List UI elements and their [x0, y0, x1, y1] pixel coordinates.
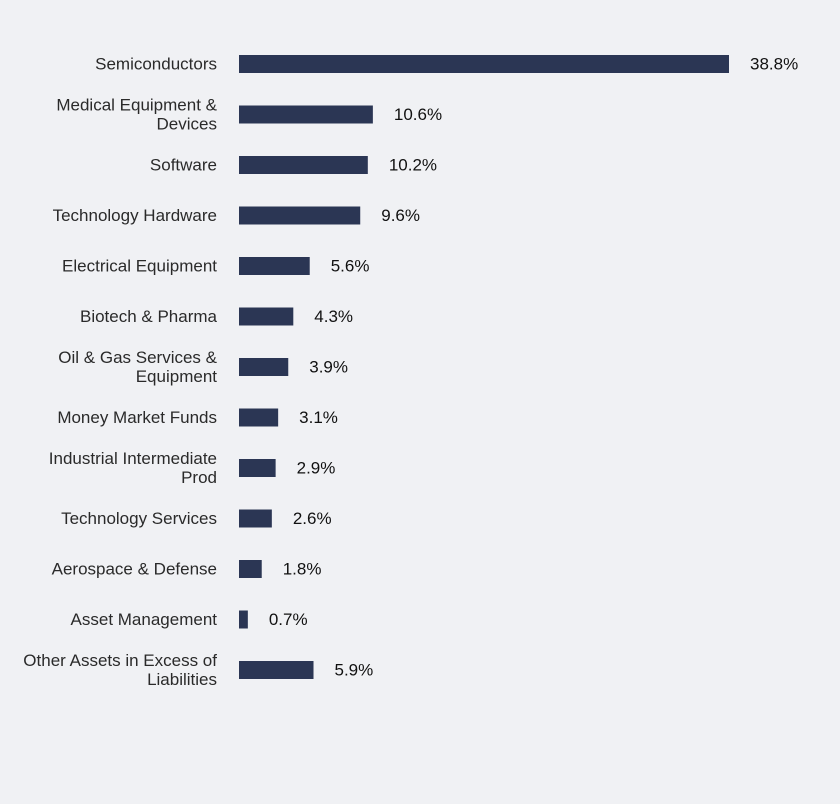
category-label: Biotech & Pharma: [80, 307, 218, 326]
category-label: Technology Services: [61, 509, 217, 528]
category-label-line: Prod: [181, 468, 217, 487]
value-label: 4.3%: [314, 307, 353, 326]
category-label: Software: [150, 156, 217, 175]
bar: [239, 509, 272, 528]
bar: [239, 610, 248, 629]
value-labels: 38.8% 10.6% 10.2% 9.6% 5.6% 4.3% 3.9% 3.1% 2.9% 2…: [269, 55, 798, 680]
value-label: 3.9%: [309, 358, 348, 377]
category-label-line: Electrical Equipment: [62, 257, 217, 276]
value-label: 1.8%: [283, 560, 322, 579]
bar: [239, 156, 368, 174]
category-label-line: Industrial Intermediate: [49, 449, 217, 468]
value-label: 0.7%: [269, 610, 308, 629]
category-label-line: Equipment: [136, 367, 218, 386]
category-label: Asset Management: [71, 610, 218, 629]
category-label: Other Assets in Excess of Liabilities: [23, 651, 217, 689]
value-label: 38.8%: [750, 55, 798, 74]
bar: [239, 257, 310, 275]
category-label: Money Market Funds: [57, 408, 217, 427]
bar: [239, 560, 262, 578]
category-label: Medical Equipment & Devices: [56, 96, 217, 134]
category-label-line: Oil & Gas Services &: [58, 348, 217, 367]
value-label: 10.6%: [394, 105, 442, 124]
value-label: 5.6%: [331, 257, 370, 276]
category-label-line: Technology Hardware: [53, 206, 217, 225]
category-label: Industrial Intermediate Prod: [49, 449, 217, 487]
category-label-line: Aerospace & Defense: [52, 560, 217, 579]
value-label: 9.6%: [381, 206, 420, 225]
value-label: 10.2%: [389, 156, 437, 175]
category-label-line: Asset Management: [71, 610, 218, 629]
bar: [239, 661, 314, 679]
bars-layer: [239, 55, 729, 679]
bar: [239, 105, 373, 124]
category-label-line: Liabilities: [147, 670, 217, 689]
category-label-line: Devices: [157, 115, 217, 134]
bar: [239, 358, 289, 376]
category-label-line: Biotech & Pharma: [80, 307, 218, 326]
category-label-line: Technology Services: [61, 509, 217, 528]
category-label: Oil & Gas Services & Equipment: [58, 348, 217, 386]
category-label: Semiconductors: [95, 55, 217, 74]
category-labels: Semiconductors Medical Equipment & Devices…: [23, 55, 217, 690]
bar: [239, 55, 729, 73]
bar: [239, 206, 361, 225]
bar: [239, 307, 294, 326]
category-label-line: Medical Equipment &: [56, 96, 217, 115]
value-label: 2.9%: [297, 459, 336, 478]
value-label: 2.6%: [293, 509, 332, 528]
category-label-line: Money Market Funds: [57, 408, 217, 427]
category-label: Technology Hardware: [53, 206, 217, 225]
bar: [239, 459, 276, 477]
value-label: 3.1%: [299, 408, 338, 427]
category-label-line: Other Assets in Excess of: [23, 651, 217, 670]
category-label: Aerospace & Defense: [52, 560, 217, 579]
bar: [239, 408, 279, 427]
category-label-line: Software: [150, 156, 217, 175]
value-label: 5.9%: [335, 661, 374, 680]
category-label-line: Semiconductors: [95, 55, 217, 74]
category-label: Electrical Equipment: [62, 257, 217, 276]
